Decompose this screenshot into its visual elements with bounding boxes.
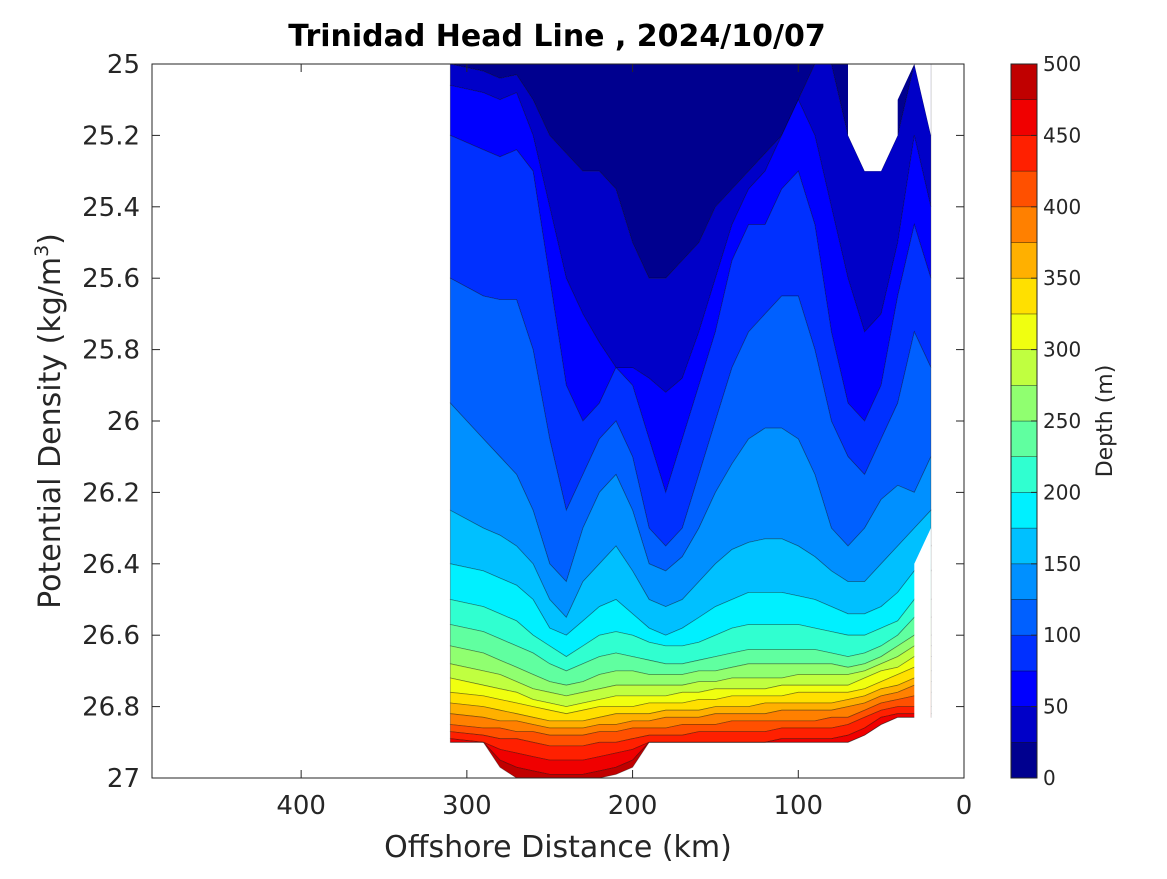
colorbar-tick-label: 150 [1043,552,1081,576]
colorbar-tick-label: 250 [1043,409,1081,433]
colorbar-swatch-75 [1010,634,1038,672]
x-axis-label: Offshore Distance (km) [384,830,732,865]
x-tick-label: 300 [442,791,492,821]
colorbar-swatch-25 [1010,706,1038,743]
colorbar-label: Depth (m) [1093,365,1118,478]
colorbar-swatch-225 [1010,420,1038,458]
colorbar-swatch-350 [1010,242,1038,279]
y-tick-label: 26.2 [82,478,140,508]
contour-fill-layer [449,64,932,778]
y-axis-label-close: ) [33,233,68,245]
y-tick-label: 25.2 [82,121,140,151]
colorbar-tick-label: 350 [1043,266,1081,290]
y-axis-label: Potential Density (kg/m3) [31,233,68,609]
colorbar-tick-label: 400 [1043,195,1081,219]
y-axis-label-main: Potential Density (kg/m [33,257,68,609]
y-tick-label: 25.4 [82,193,140,223]
colorbar-swatch-300 [1010,313,1038,350]
colorbar-tick-label: 300 [1043,338,1081,362]
colorbar-swatch-0 [1010,741,1038,779]
colorbar-swatch-400 [1010,170,1038,208]
axes-layer: 400 300 200 100 0 25 25.2 25.4 25.6 25.8 26 26.2 26.… [82,50,972,821]
no-data-bottom-right [914,528,931,778]
colorbar-swatch-175 [1010,492,1038,529]
colorbar-swatch-150 [1010,527,1038,565]
x-tick-label: 400 [276,791,326,821]
colorbar-swatch-475 [1010,63,1038,101]
colorbar-tick-label: 450 [1043,123,1081,147]
y-tick-label: 26 [107,407,140,437]
colorbar: 0 50 100 150 200 250 300 350 400 450 500 [1010,52,1081,790]
x-tick-label: 0 [956,791,973,821]
x-tick-label: 200 [608,791,658,821]
y-tick-label: 26.4 [82,550,140,580]
y-axis-label-superscript: 3 [31,245,53,257]
y-tick-label: 25.8 [82,336,140,366]
no-data-corner [914,64,931,136]
colorbar-swatch-200 [1010,456,1038,493]
chart-title: Trinidad Head Line , 2024/10/07 [288,19,825,54]
colorbar-swatch-275 [1010,349,1038,386]
colorbar-tick-label: 50 [1043,695,1068,719]
x-tick-label: 100 [773,791,823,821]
colorbar-swatch-375 [1010,206,1038,243]
colorbar-tick-label: 0 [1043,766,1056,790]
y-tick-label: 25 [107,50,140,80]
colorbar-swatch-250 [1010,384,1038,422]
colorbar-swatch-425 [1010,135,1038,172]
contour-band-475 [450,716,931,778]
colorbar-tick-label: 200 [1043,480,1081,504]
colorbar-swatch-125 [1010,563,1038,600]
colorbar-swatch-450 [1010,99,1038,136]
no-data-notch [848,64,915,172]
colorbar-tick-label: 100 [1043,623,1081,647]
colorbar-swatch-50 [1010,670,1038,707]
colorbar-tick-label: 500 [1043,52,1081,76]
y-tick-label: 26.8 [82,693,140,723]
colorbar-swatch-325 [1010,277,1038,315]
y-tick-label: 27 [107,764,140,794]
y-tick-label: 26.6 [82,621,140,651]
y-tick-label: 25.6 [82,264,140,294]
colorbar-swatch-100 [1010,599,1038,636]
